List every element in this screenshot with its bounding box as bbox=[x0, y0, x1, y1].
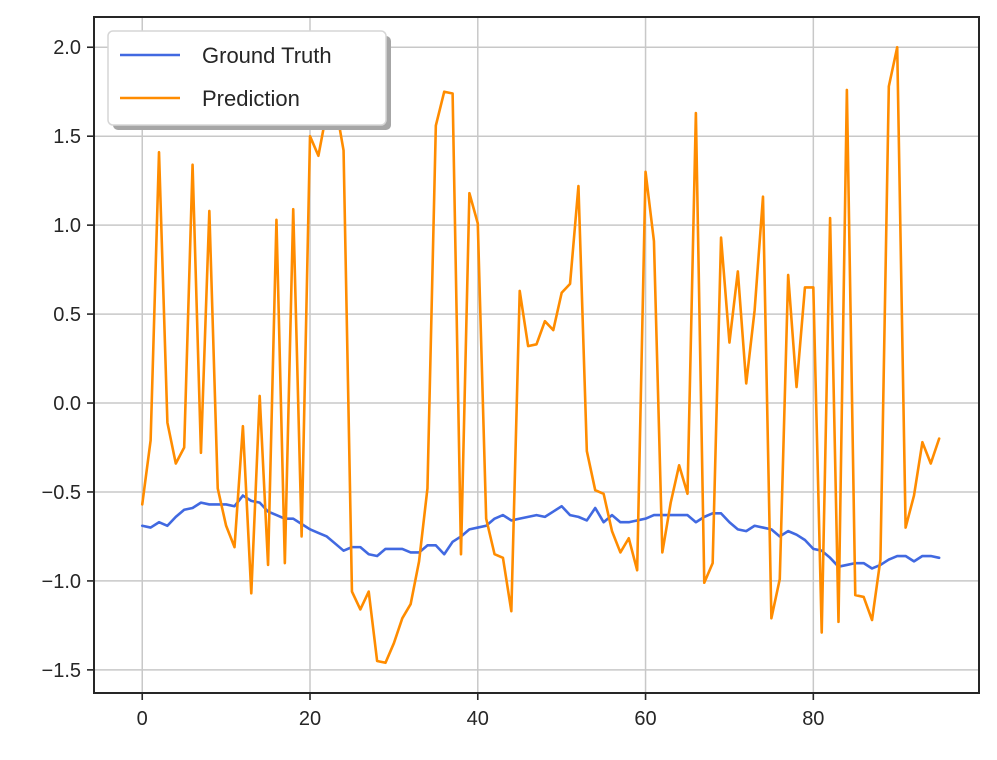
legend: Ground Truth Prediction bbox=[107, 30, 391, 130]
axis-ticks: 0 20 40 60 80 −1.5 −1.0 −0.5 0.0 0.5 1.0 1.5 2.0 bbox=[42, 37, 825, 730]
y-tick-label: 0.0 bbox=[53, 393, 81, 415]
series-lines bbox=[140, 45, 941, 665]
series-line-prediction bbox=[140, 45, 941, 665]
y-tick-label: −0.5 bbox=[42, 482, 81, 504]
x-tick-label: 80 bbox=[802, 708, 824, 730]
y-tick-label: 1.0 bbox=[53, 215, 81, 237]
y-tick-label: −1.5 bbox=[42, 660, 81, 682]
x-tick-label: 40 bbox=[467, 708, 489, 730]
series-line-ground-truth bbox=[140, 494, 941, 570]
y-tick-label: 0.5 bbox=[53, 304, 81, 326]
x-tick-label: 0 bbox=[137, 708, 148, 730]
y-tick-label: 1.5 bbox=[53, 126, 81, 148]
y-tick-label: 2.0 bbox=[53, 37, 81, 59]
x-tick-label: 60 bbox=[634, 708, 656, 730]
legend-label: Ground Truth bbox=[202, 43, 332, 68]
y-tick-label: −1.0 bbox=[42, 571, 81, 593]
x-tick-label: 20 bbox=[299, 708, 321, 730]
axes-frame bbox=[93, 16, 980, 694]
legend-label: Prediction bbox=[202, 86, 300, 111]
